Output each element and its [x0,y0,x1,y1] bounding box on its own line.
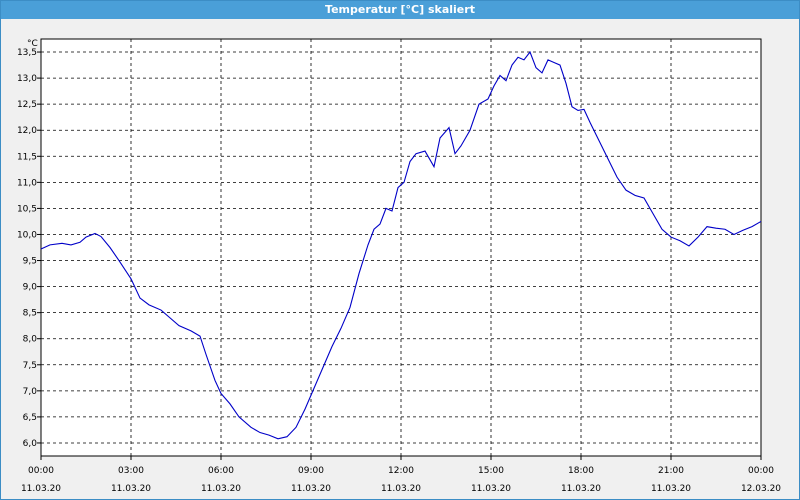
x-tick-date-label: 11.03.20 [381,484,421,494]
plot-area [40,38,762,457]
y-tick-label: 12,0 [17,126,37,136]
grid-lines [41,39,761,456]
window-title: Temperatur [°C] skaliert [1,1,799,19]
x-tick-date-label: 12.03.20 [741,484,781,494]
x-tick-time-label: 03:00 [118,466,144,476]
y-tick-label: 12,5 [17,100,37,110]
x-tick-date-label: 11.03.20 [201,484,241,494]
x-tick-time-label: 06:00 [208,466,234,476]
x-tick-date-label: 11.03.20 [21,484,61,494]
y-tick-label: 11,5 [17,152,37,162]
x-tick-time-label: 21:00 [658,466,684,476]
y-tick-label: 13,5 [17,48,37,58]
x-tick-time-label: 15:00 [478,466,504,476]
y-tick-label: 10,0 [17,230,37,240]
y-tick-label: 9,0 [23,283,38,293]
y-tick-label: 13,0 [17,74,37,84]
x-tick-time-label: 18:00 [568,466,594,476]
y-axis-unit-label: °C [27,39,38,49]
y-tick-label: 7,5 [23,361,37,371]
y-tick-label: 6,0 [23,439,38,449]
y-tick-label: 11,0 [17,178,37,188]
y-tick-label: 10,5 [17,204,37,214]
y-tick-label: 6,5 [23,413,37,423]
y-tick-label: 8,0 [23,335,38,345]
y-tick-label: 8,5 [23,309,37,319]
x-tick-time-label: 00:00 [748,466,774,476]
x-tick-date-label: 11.03.20 [561,484,601,494]
x-tick-date-label: 11.03.20 [651,484,691,494]
y-tick-label: 7,0 [23,387,38,397]
x-axis-ticks: 00:00 11.03.20 03:00 11.03.20 06:00 11.03.20 0… [21,456,781,494]
x-tick-time-label: 12:00 [388,466,414,476]
temperature-series-line [40,50,762,440]
y-tick-label: 9,5 [23,257,37,267]
x-tick-time-label: 09:00 [298,466,324,476]
x-tick-date-label: 11.03.20 [471,484,511,494]
x-tick-time-label: 00:00 [28,466,54,476]
x-tick-date-label: 11.03.20 [291,484,331,494]
y-axis-ticks: 6,0 6,5 7,0 7,5 8,0 8,5 9,0 9,5 10,0 10,5 11,0 11,5… [17,48,41,449]
x-tick-date-label: 11.03.20 [111,484,151,494]
temperature-chart: 6,0 6,5 7,0 7,5 8,0 8,5 9,0 9,5 10,0 10,5 11,0 11,5… [1,19,799,499]
